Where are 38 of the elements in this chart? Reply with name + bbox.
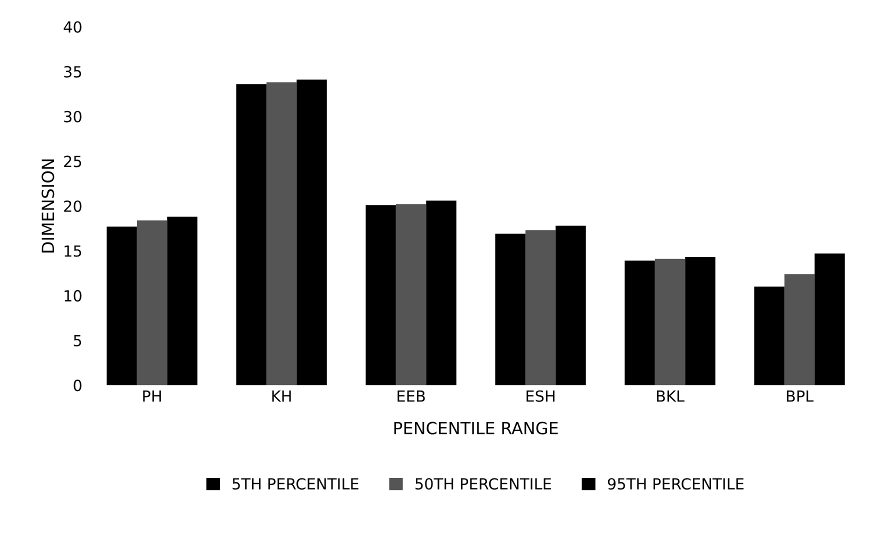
- bar: [685, 257, 716, 386]
- bar: [366, 205, 396, 386]
- x-tick-label: EEB: [398, 390, 425, 402]
- bar: [525, 230, 556, 386]
- bar: [556, 226, 586, 386]
- y-tick-label: 10: [64, 290, 82, 302]
- bar: [814, 253, 845, 386]
- bar: [624, 260, 655, 386]
- bar: [106, 226, 137, 386]
- bar: [426, 200, 456, 386]
- x-tick-label: BPL: [786, 390, 814, 402]
- bar: [396, 204, 426, 386]
- y-tick-label: 40: [64, 21, 82, 33]
- bar: [296, 80, 327, 386]
- legend-label: 50TH PERCENTILE: [416, 478, 551, 490]
- x-axis-title: PENCENTILE RANGE: [394, 422, 558, 434]
- x-tick-label: KH: [272, 390, 291, 402]
- y-tick-label: 30: [64, 110, 82, 122]
- legend-label: 95TH PERCENTILE: [608, 478, 744, 490]
- y-axis-title: DIMENSION: [42, 160, 54, 252]
- bar: [236, 84, 266, 386]
- legend-label: 5TH PERCENTILE: [232, 478, 358, 490]
- y-tick-label: 0: [74, 380, 82, 392]
- bar: [784, 274, 815, 386]
- y-tick-label: 5: [74, 335, 82, 346]
- bar: [654, 258, 686, 386]
- bar: [754, 286, 784, 386]
- y-tick-label: 35: [64, 66, 82, 78]
- x-tick-label: BKL: [657, 390, 684, 402]
- bar: [136, 220, 168, 386]
- y-tick-label: 20: [64, 200, 82, 212]
- bar: [167, 216, 198, 386]
- bar: [266, 82, 297, 386]
- x-tick-label: PH: [143, 390, 161, 402]
- x-tick-label: ESH: [526, 390, 554, 402]
- bar: [495, 234, 526, 386]
- y-tick-label: 15: [64, 245, 82, 257]
- y-tick-label: 25: [64, 156, 82, 168]
